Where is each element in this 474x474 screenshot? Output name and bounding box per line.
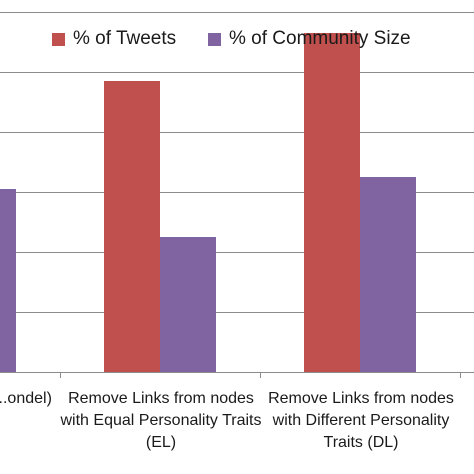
legend-label-community-size: % of Community Size xyxy=(229,28,411,49)
legend-swatch-community-size xyxy=(208,32,221,46)
bar-community-size-1 xyxy=(160,237,216,372)
legend: % of Tweets % of Community Size xyxy=(0,28,474,54)
bar-tweets-1 xyxy=(104,81,160,372)
bar-community-size-0 xyxy=(0,189,16,372)
x-axis-ticks xyxy=(60,372,461,378)
legend-label-tweets: % of Tweets xyxy=(73,28,177,49)
bar-community-size-2 xyxy=(360,177,416,372)
bar-tweets-2 xyxy=(304,33,360,372)
legend-item-tweets: % of Tweets xyxy=(52,28,176,50)
x-tick-label-dl: Remove Links from nodes with Different P… xyxy=(268,390,454,451)
x-tick-label-el: Remove Links from nodes with Equal Perso… xyxy=(60,390,262,451)
x-tick-label-baseline: ...ondel) xyxy=(0,390,52,407)
legend-swatch-tweets xyxy=(52,32,65,46)
bars xyxy=(0,33,416,372)
legend-item-community-size: % of Community Size xyxy=(208,28,411,50)
